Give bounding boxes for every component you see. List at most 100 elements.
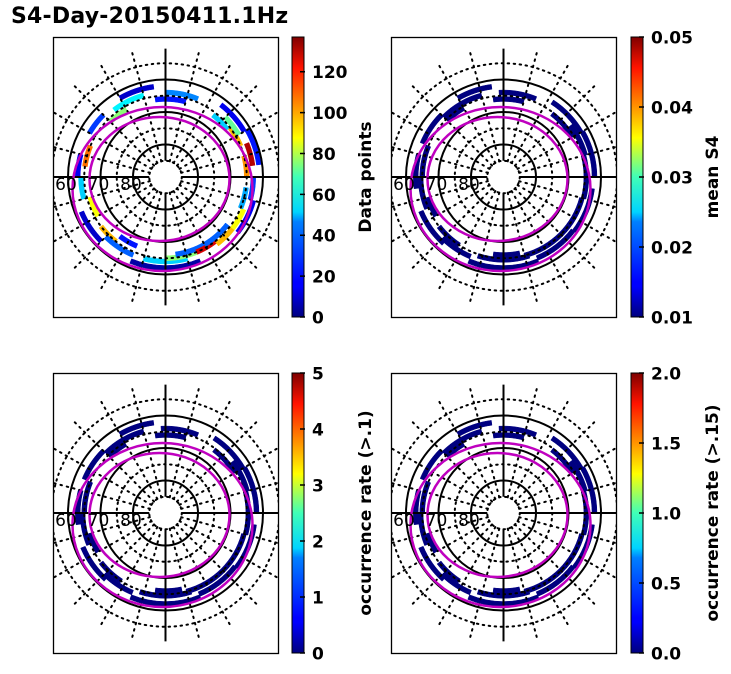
data-cell [550, 111, 575, 139]
dotted-meridian [410, 84, 494, 167]
dotted-meridian [72, 523, 156, 606]
data-cell [535, 228, 576, 261]
colorbar-tick-label: 40 [312, 227, 336, 247]
data-cell [103, 234, 135, 258]
dotted-meridian [468, 527, 501, 640]
latitude-label: 70 [426, 175, 448, 195]
dotted-meridian [506, 386, 539, 499]
data-cell [418, 209, 446, 246]
dotted-meridian [178, 447, 278, 506]
colorbar: 0 1 2 3 4 5 occurrence rate (>.1) [291, 365, 376, 665]
colorbar-gradient [291, 372, 305, 654]
data-cell [498, 89, 538, 102]
dotted-meridian [168, 527, 201, 640]
colorbar: 0.01 0.02 0.03 0.04 0.05 mean S4 [630, 29, 723, 329]
colorbar-tick-label: 100 [312, 104, 348, 124]
colorbar-tick-label: 0.5 [651, 575, 681, 595]
panel-frame [390, 36, 618, 319]
data-cell [212, 435, 246, 470]
data-cell [219, 102, 247, 134]
latitude-label: 80 [458, 511, 480, 531]
dotted-meridian [178, 520, 278, 579]
dotted-meridian [518, 516, 616, 545]
dotted-meridian [513, 523, 597, 606]
polar-panel-1: 60 70 80 0 20 40 60 80 100 120 Data points [52, 36, 376, 329]
dotted-meridian [130, 50, 163, 163]
colorbar-label: occurrence rate (>.15) [703, 404, 723, 621]
dotted-meridian [178, 184, 278, 243]
dotted-meridian [391, 180, 489, 209]
data-cell [102, 571, 134, 596]
oval-boundary-equatorward [88, 451, 231, 579]
colorbar-tick-label: 0.0 [651, 645, 681, 665]
dotted-meridian [510, 190, 570, 291]
colorbar-tick-label: 1 [312, 589, 324, 609]
latitude-label: 70 [88, 175, 110, 195]
data-cell [550, 447, 575, 475]
oval-boundary-poleward [409, 105, 592, 273]
oval-boundary-poleward [71, 441, 254, 609]
latitude-label: 60 [55, 175, 77, 195]
dotted-meridian [510, 526, 570, 627]
dotted-meridian [168, 191, 201, 304]
colorbar-tick-label: 0.01 [651, 309, 693, 329]
data-cell [197, 564, 238, 597]
dotted-meridian [437, 399, 497, 500]
dotted-meridian [180, 481, 278, 510]
data-cell [440, 571, 472, 596]
oval-boundary-equatorward [426, 115, 569, 243]
data-cell [154, 432, 187, 441]
oval-boundary-poleward [71, 105, 254, 273]
dotted-meridian [53, 481, 151, 510]
dotted-meridian [437, 526, 497, 627]
dotted-meridian [516, 447, 616, 506]
dotted-meridian [513, 84, 597, 167]
dotted-meridian [513, 420, 597, 503]
dotted-meridian [391, 516, 489, 545]
plot-area: 60 70 80 [53, 384, 278, 642]
dotted-meridian [53, 447, 153, 506]
dotted-meridian [180, 516, 278, 545]
dotted-meridian [175, 420, 259, 503]
latitude-label: 60 [393, 511, 415, 531]
colorbar-tick-label: 5 [312, 365, 324, 385]
dotted-meridian [180, 145, 278, 174]
plot-area: 60 70 80 [391, 48, 616, 306]
colorbar-tick-label: 0.03 [651, 169, 693, 189]
dotted-meridian [130, 527, 163, 640]
dotted-meridian [178, 111, 278, 170]
colorbar-tick-label: 20 [312, 268, 336, 288]
panel-frame [52, 36, 280, 319]
oval-boundary-equatorward [88, 115, 231, 243]
latitude-label: 80 [120, 175, 142, 195]
dotted-meridian [391, 145, 489, 174]
data-cell [550, 435, 584, 470]
latitude-label: 60 [55, 511, 77, 531]
dotted-meridian [516, 184, 616, 243]
oval-boundary-poleward [409, 441, 592, 609]
dotted-meridian [72, 84, 156, 167]
dotted-meridian [99, 63, 159, 164]
colorbar-tick-label: 120 [312, 63, 348, 83]
data-cell [419, 112, 444, 145]
latitude-label: 80 [458, 175, 480, 195]
dotted-meridian [99, 399, 159, 500]
oval-boundary-equatorward [426, 451, 569, 579]
dotted-meridian [518, 180, 616, 209]
data-cell [492, 432, 525, 441]
dotted-meridian [391, 481, 489, 510]
polar-panel-2: 60 70 80 0.01 0.02 0.03 0.04 0.05 mean S4 [390, 29, 723, 329]
colorbar: 0 20 40 60 80 100 120 Data points [291, 36, 376, 329]
colorbar-tick-label: 0.05 [651, 29, 693, 49]
data-cell [230, 208, 247, 231]
colorbar: 0.0 0.5 1.0 1.5 2.0 occurrence rate (>.15) [630, 365, 723, 665]
data-cell [440, 235, 472, 260]
colorbar-tick-label: 2.0 [651, 365, 681, 385]
dotted-meridian [468, 386, 501, 499]
dotted-meridian [506, 527, 539, 640]
dotted-meridian [437, 63, 497, 164]
dotted-meridian [130, 386, 163, 499]
colorbar-tick-label: 0 [312, 309, 324, 329]
latitude-label: 60 [393, 175, 415, 195]
latitude-label: 80 [120, 511, 142, 531]
